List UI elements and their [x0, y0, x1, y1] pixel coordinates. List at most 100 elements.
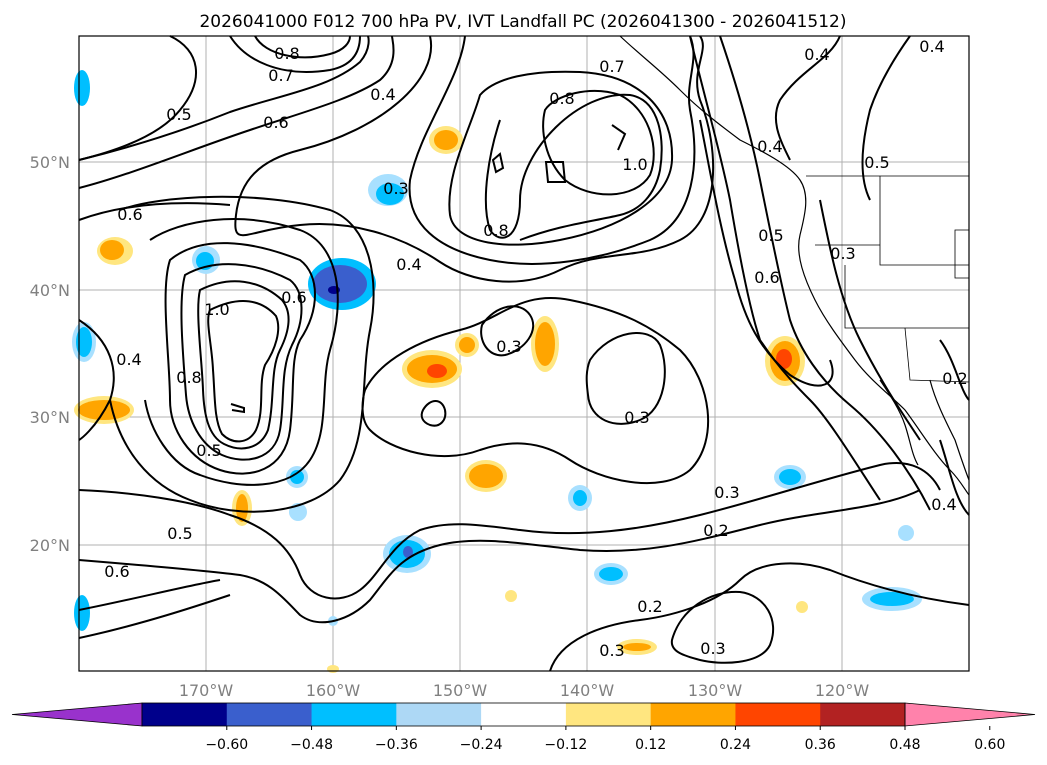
contour-label: 0.8 — [176, 368, 201, 387]
contour-label: 0.3 — [714, 483, 739, 502]
pv-contour — [78, 202, 231, 221]
pv-contour — [78, 35, 370, 161]
pv-contour — [197, 280, 290, 450]
neg-blob — [599, 567, 623, 581]
pv-contour — [229, 35, 361, 73]
pv-contour — [480, 305, 535, 357]
neg-blob — [898, 525, 914, 541]
contour-label: 0.6 — [263, 113, 288, 132]
pos-blob-core — [427, 364, 447, 378]
lat-axis: 50°N 40°N 30°N 20°N — [30, 153, 70, 555]
pv-contour — [78, 35, 197, 161]
contour-label: 0.6 — [104, 562, 129, 581]
contour-label: 0.7 — [268, 66, 293, 85]
contour-label: 0.6 — [754, 268, 779, 287]
contour-label: 0.2 — [942, 369, 967, 388]
pv-contours — [78, 35, 970, 672]
colorbar-tick-label: −0.48 — [290, 737, 333, 753]
contour-label: 0.4 — [931, 495, 956, 514]
pv-contour — [861, 35, 911, 201]
neg-blob-core — [313, 265, 367, 303]
lon-label: 170°W — [179, 681, 234, 700]
contour-label: 0.7 — [599, 57, 624, 76]
contour-label: 0.4 — [370, 85, 395, 104]
contour-label: 0.4 — [757, 137, 782, 156]
pv-contour — [939, 439, 970, 516]
pos-blob — [796, 601, 808, 613]
map-panel: 0.8 0.7 0.5 0.6 0.4 0.7 0.8 0.4 0.4 0.3 … — [30, 35, 970, 700]
pv-contour — [207, 300, 280, 443]
pv-contour — [774, 35, 841, 161]
neg-blob — [779, 469, 801, 485]
baja-coast — [879, 379, 919, 466]
lat-label: 30°N — [30, 408, 70, 427]
colorbar-extend-high — [904, 702, 1036, 727]
contour-label: 0.3 — [700, 639, 725, 658]
colorbar-tick-label: 0.24 — [720, 737, 751, 753]
neg-blob — [74, 595, 90, 631]
coastline — [619, 35, 970, 496]
state-borders — [806, 175, 970, 383]
colorbar-cell — [226, 703, 313, 726]
pos-blob — [327, 665, 339, 673]
pos-blob — [623, 643, 651, 651]
colorbar-extend-low — [11, 702, 143, 727]
contour-label: 0.3 — [830, 244, 855, 263]
pv-contour — [611, 124, 627, 151]
lon-label: 140°W — [560, 681, 615, 700]
pos-blob — [434, 130, 458, 150]
contour-label: 0.2 — [637, 597, 662, 616]
colorbar-cell — [565, 703, 652, 726]
pos-blob — [459, 337, 475, 353]
pv-contour — [180, 263, 303, 461]
border-line — [879, 176, 969, 266]
lon-label: 130°W — [688, 681, 743, 700]
contour-label: 0.4 — [116, 350, 141, 369]
colorbar-cell — [481, 703, 567, 726]
colorbar-cell — [142, 703, 228, 726]
pv-contour — [585, 332, 666, 425]
pv-contour — [78, 594, 231, 639]
contour-label: 0.8 — [549, 89, 574, 108]
contour-label: 0.4 — [919, 37, 944, 56]
colorbar-cell — [396, 703, 482, 726]
pos-blob — [100, 240, 124, 260]
pv-contour — [484, 93, 663, 241]
pv-contour — [78, 579, 221, 611]
pv-contour — [164, 242, 316, 475]
graticule — [79, 36, 969, 671]
border-line — [904, 327, 970, 383]
contour-label: 0.5 — [758, 226, 783, 245]
pos-blob — [236, 494, 248, 522]
lon-label: 120°W — [815, 681, 870, 700]
colorbar-tick-label: 0.36 — [805, 737, 836, 753]
pv-contour — [78, 489, 921, 624]
contour-label: 0.3 — [599, 641, 624, 660]
colorbar-cell — [735, 703, 821, 726]
pv-contour — [144, 218, 339, 486]
pv-contour — [491, 152, 505, 174]
contour-label: 0.5 — [166, 105, 191, 124]
pv-contour — [408, 35, 696, 265]
contour-label: 0.3 — [624, 408, 649, 427]
figure-title: 2026041000 F012 700 hPa PV, IVT Landfall… — [199, 12, 846, 32]
contour-label: 1.0 — [622, 155, 647, 174]
pos-blob — [505, 590, 517, 602]
contour-label: 0.3 — [496, 337, 521, 356]
contour-label: 0.4 — [396, 255, 421, 274]
pv-contour — [78, 319, 115, 441]
pv-contour — [689, 35, 881, 501]
neg-blob — [76, 327, 92, 357]
colorbar-cell — [820, 703, 906, 726]
lat-label: 50°N — [30, 153, 70, 172]
contour-label: 1.0 — [204, 300, 229, 319]
pv-contour — [819, 199, 921, 441]
colorbar-cell — [650, 703, 736, 726]
map-background — [79, 36, 969, 671]
contour-label: 0.3 — [383, 179, 408, 198]
colorbar: −0.60 −0.48 −0.36 −0.24 −0.12 0.12 0.24 0.36 0.4… — [11, 702, 1036, 753]
contour-label: 0.8 — [483, 221, 508, 240]
pv-contour — [939, 339, 970, 401]
contour-label: 0.5 — [864, 153, 889, 172]
